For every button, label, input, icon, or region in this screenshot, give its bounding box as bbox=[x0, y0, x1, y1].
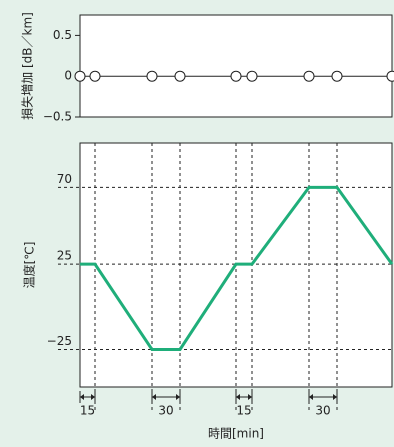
annotation-label: 15 bbox=[80, 404, 95, 418]
marker bbox=[331, 70, 343, 82]
marker bbox=[174, 70, 186, 82]
data-line bbox=[80, 185, 394, 351]
plot-area bbox=[79, 14, 393, 118]
marker bbox=[89, 70, 101, 82]
y-tick-label: 0.5 bbox=[53, 28, 72, 42]
marker bbox=[230, 70, 242, 82]
y-tick-label: 25 bbox=[57, 249, 72, 263]
annotation-label: 30 bbox=[315, 404, 330, 418]
marker bbox=[146, 70, 158, 82]
marker bbox=[74, 70, 86, 82]
x-axis-label: 時間[min] bbox=[208, 427, 264, 441]
y-tick-label: −25 bbox=[47, 334, 72, 348]
marker bbox=[386, 70, 394, 82]
y-tick-label: 70 bbox=[57, 172, 72, 186]
marker bbox=[246, 70, 258, 82]
annotation-label: 30 bbox=[158, 404, 173, 418]
annotation-label: 15 bbox=[236, 404, 251, 418]
y-tick-label: 0 bbox=[64, 69, 72, 83]
y-tick-label: −0.5 bbox=[43, 110, 72, 124]
y-axis-label: 温度[℃] bbox=[22, 242, 37, 289]
arrow-head bbox=[80, 394, 95, 400]
arrow-head bbox=[236, 394, 252, 400]
marker bbox=[303, 70, 315, 82]
y-axis-label: 損失増加 [dB／km] bbox=[20, 12, 35, 120]
